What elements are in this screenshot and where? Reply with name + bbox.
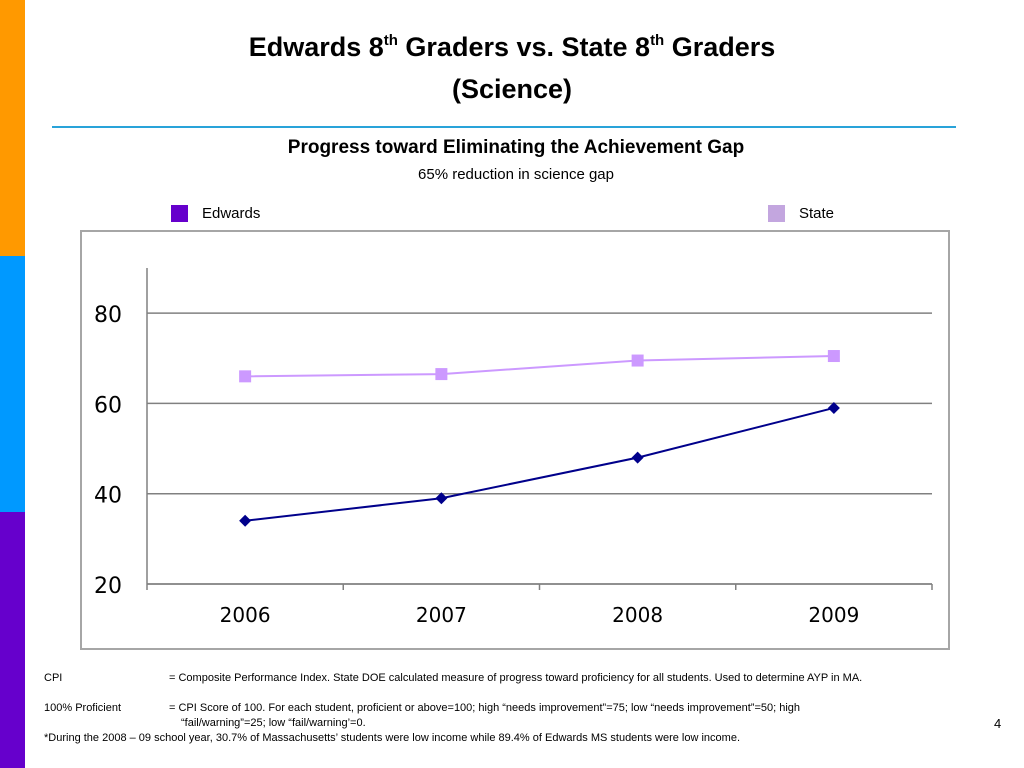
series-line-edwards [245,406,835,522]
side-bar-blue [0,256,25,512]
data-point-edwards [239,514,252,527]
data-point-state [239,370,252,383]
footnote-term: CPI [44,672,63,684]
footnote-continuation: “fail/warning”=25; low “fail/warning’=0. [181,717,366,729]
y-tick-label: 80 [94,303,122,328]
footnote-cpi: CPI = Composite Performance Index. State… [44,671,1004,686]
x-tick-label: 2008 [612,603,663,627]
x-tick-label: 2007 [416,603,467,627]
chart-note: 65% reduction in science gap [418,166,614,183]
y-tick-label: 40 [94,484,122,509]
footnote-definition: = CPI Score of 100. For each student, pr… [169,702,801,714]
data-point-edwards [827,401,840,414]
y-tick-label: 60 [94,393,122,418]
data-point-edwards [631,451,644,464]
legend-swatch-edwards [171,204,188,222]
title-rule [52,126,956,128]
title-superscript: th [650,32,665,49]
footnote-definition: = Composite Performance Index. State DOE… [169,672,863,684]
slide-title: Edwards 8th Graders vs. State 8th Grader… [0,26,1024,110]
x-tick-label: 2006 [220,603,271,627]
footnote-proficient: 100% Proficient = CPI Score of 100. For … [44,701,1004,716]
title-line-2: (Science) [451,74,573,104]
legend-swatch-state [768,204,785,222]
side-bar-purple [0,512,25,768]
y-tick-label: 20 [94,574,122,599]
footnotes: CPI = Composite Performance Index. State… [44,671,1004,746]
data-point-edwards [435,492,448,505]
data-point-state [631,354,644,367]
legend-label-state: State [799,204,835,222]
data-point-state [435,368,448,381]
chart-area: 20 40 60 80 2006 2007 2008 2009 [80,230,950,650]
page-number: 4 [994,716,1002,731]
footnote-term: 100% Proficient [44,702,122,714]
side-bar-orange [0,0,25,256]
legend-label-edwards: Edwards [202,204,261,222]
x-tick-label: 2009 [808,603,859,627]
chart-subtitle: Progress toward Eliminating the Achievem… [287,137,745,158]
data-point-state [827,350,840,363]
title-superscript: th [383,32,398,49]
footnote-income: *During the 2008 – 09 school year, 30.7%… [44,732,741,744]
series-line-state [245,355,834,378]
line-chart: 20 40 60 80 2006 2007 2008 2009 [94,268,933,627]
legend-item-edwards: Edwards [171,203,260,223]
legend-item-state: State [768,203,834,223]
